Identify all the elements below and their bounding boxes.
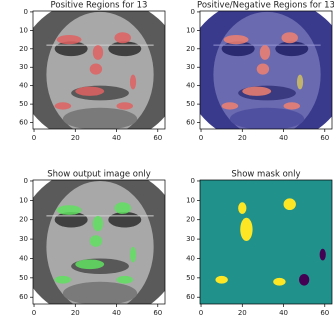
region	[57, 205, 82, 215]
x-tick-label: 40	[112, 134, 121, 142]
y-tick-label: 60	[19, 119, 28, 127]
region	[114, 32, 131, 43]
y-tick-label: 0	[191, 177, 195, 185]
y-tick-label: 60	[186, 119, 195, 127]
x-tick-label: 60	[153, 309, 162, 317]
region	[257, 64, 269, 75]
panel: Positive Regions for 13 0 20 40 60 0 10 20 30 40 5…	[18, 0, 183, 145]
x-tick-label: 20	[71, 134, 80, 142]
y-tick-label: 10	[186, 196, 195, 204]
y-tick-label: 40	[186, 254, 195, 262]
panel: Show mask only 0 20 40 60 0 10 20 30 40 50 60	[186, 170, 332, 318]
x-tick-label: 60	[320, 309, 329, 317]
region	[222, 102, 239, 109]
y-tick-label: 60	[19, 293, 28, 301]
y-tick-label: 30	[186, 63, 195, 71]
x-tick-label: 60	[153, 134, 162, 142]
x-tick-label: 40	[112, 309, 121, 317]
face-shape	[63, 108, 137, 130]
face-shape	[108, 212, 141, 228]
panel-title: Show output image only	[47, 170, 151, 180]
region	[55, 276, 72, 284]
region	[215, 276, 227, 284]
region	[114, 202, 131, 214]
region	[130, 247, 136, 263]
region	[299, 274, 309, 286]
y-tick-label: 40	[19, 254, 28, 262]
x-tick-label: 60	[320, 134, 329, 142]
region	[260, 45, 270, 60]
y-tick-label: 60	[186, 293, 195, 301]
y-tick-label: 10	[19, 196, 28, 204]
y-tick-label: 30	[19, 235, 28, 243]
region	[238, 202, 246, 214]
panel-title: Positive/Negative Regions for 13	[197, 1, 334, 11]
region	[242, 87, 271, 96]
face-shape	[230, 108, 304, 130]
region	[90, 235, 102, 247]
x-tick-label: 20	[71, 309, 80, 317]
face-shape	[63, 282, 137, 305]
image	[185, 0, 334, 145]
y-tick-label: 20	[19, 216, 28, 224]
region	[284, 198, 296, 210]
region	[130, 75, 136, 90]
panel: Show output image only 0 20 40 60 0 10 20 30 40 50…	[18, 165, 183, 320]
y-tick-label: 0	[24, 177, 28, 185]
x-tick-label: 0	[32, 134, 36, 142]
face-shape	[108, 41, 141, 56]
x-tick-label: 0	[199, 309, 203, 317]
y-tick-label: 50	[19, 274, 28, 282]
region	[117, 276, 134, 284]
x-tick-label: 40	[279, 309, 288, 317]
y-tick-label: 50	[19, 100, 28, 108]
y-tick-label: 10	[19, 26, 28, 34]
region	[297, 75, 303, 90]
region	[93, 216, 103, 232]
mask-background	[200, 180, 332, 304]
panel-title: Positive Regions for 13	[51, 1, 148, 11]
region	[240, 218, 252, 241]
y-tick-label: 20	[186, 216, 195, 224]
region	[117, 102, 134, 109]
x-tick-label: 20	[238, 309, 247, 317]
y-tick-label: 30	[186, 235, 195, 243]
y-tick-label: 20	[19, 45, 28, 53]
image	[18, 165, 183, 320]
y-tick-label: 20	[186, 45, 195, 53]
y-tick-label: 50	[186, 100, 195, 108]
x-tick-label: 0	[32, 309, 36, 317]
panel-title: Show mask only	[231, 170, 300, 180]
x-tick-label: 40	[279, 134, 288, 142]
face-shape	[275, 41, 308, 56]
y-tick-label: 40	[186, 82, 195, 90]
region	[75, 259, 104, 269]
y-tick-label: 30	[19, 63, 28, 71]
region	[90, 64, 102, 75]
region	[320, 249, 326, 261]
y-tick-label: 40	[19, 82, 28, 90]
y-tick-label: 50	[186, 274, 195, 282]
region	[284, 102, 301, 109]
region	[93, 45, 103, 60]
region	[281, 32, 298, 43]
x-tick-label: 20	[238, 134, 247, 142]
figure: Positive Regions for 13 0 20 40 60 0 10 20 30 40 5…	[0, 0, 334, 333]
y-tick-label: 10	[186, 26, 195, 34]
region	[55, 102, 72, 109]
region	[75, 87, 104, 96]
x-tick-label: 0	[199, 134, 203, 142]
image	[18, 0, 183, 145]
image	[200, 180, 332, 304]
region	[57, 35, 82, 44]
region	[273, 278, 285, 286]
region	[224, 35, 249, 44]
y-tick-label: 0	[24, 8, 28, 16]
y-tick-label: 0	[191, 8, 195, 16]
